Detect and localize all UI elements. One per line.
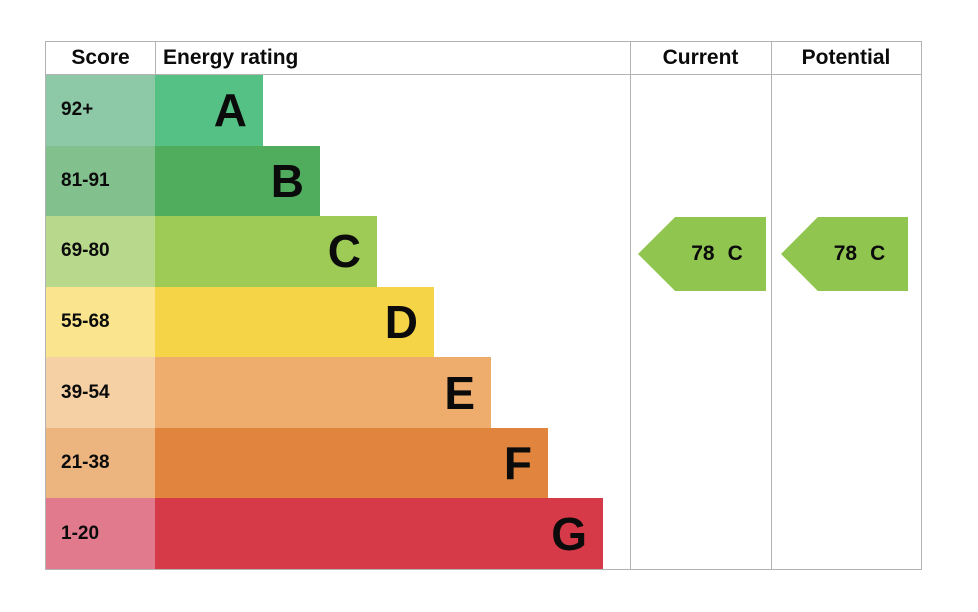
rating-bands: 92+ A 81-91 B 69-80 C 55-68 D 39-54 — [46, 75, 630, 570]
band-score-cell: 21-38 — [46, 427, 155, 499]
band-score-cell: 92+ — [46, 75, 155, 146]
band-letter: E — [444, 366, 475, 419]
band-score-range: 21-38 — [61, 452, 110, 474]
current-rating-value: 78 — [691, 242, 715, 265]
band-row: 21-38 F — [46, 427, 630, 499]
band-bar: B — [155, 145, 320, 217]
band-row: 81-91 B — [46, 145, 630, 217]
table-header: Score Energy rating Current Potential — [46, 42, 921, 75]
band-score-range: 1-20 — [61, 522, 100, 544]
band-score-cell: 39-54 — [46, 357, 155, 428]
current-rating-arrow: 78 C — [638, 217, 766, 291]
potential-column-divider — [771, 42, 772, 569]
band-row: 1-20 G — [46, 498, 630, 570]
band-letter: D — [384, 296, 418, 349]
band-letter: C — [327, 225, 361, 278]
band-bar: E — [155, 357, 491, 428]
band-score-range: 39-54 — [61, 381, 110, 403]
band-bar: F — [155, 427, 548, 499]
band-letter: A — [213, 84, 247, 137]
band-letter: B — [270, 154, 304, 207]
band-row: 39-54 E — [46, 357, 630, 428]
band-row: 55-68 D — [46, 286, 630, 358]
energy-rating-column-header: Energy rating — [163, 46, 299, 69]
current-rating-letter: C — [727, 242, 743, 265]
band-letter: G — [551, 507, 587, 560]
current-column-header: Current — [662, 46, 739, 69]
band-bar: D — [155, 286, 434, 358]
current-column-divider — [630, 42, 631, 569]
epc-table: Score Energy rating Current Potential 92… — [45, 41, 922, 570]
band-bar: G — [155, 498, 603, 570]
potential-rating-letter: C — [870, 242, 886, 265]
potential-rating-arrow: 78 C — [781, 217, 908, 291]
band-score-range: 81-91 — [61, 169, 110, 191]
band-row: 69-80 C — [46, 216, 630, 287]
band-score-cell: 81-91 — [46, 145, 155, 217]
score-column-header: Score — [71, 46, 130, 69]
band-letter: F — [503, 437, 532, 490]
band-score-range: 55-68 — [61, 311, 110, 333]
band-bar: A — [155, 75, 263, 146]
band-score-range: 69-80 — [61, 240, 110, 262]
potential-rating-value: 78 — [833, 242, 858, 265]
band-score-cell: 69-80 — [46, 216, 155, 287]
band-score-cell: 1-20 — [46, 498, 155, 570]
potential-column-header: Potential — [801, 46, 891, 69]
band-score-range: 92+ — [61, 99, 94, 121]
band-score-cell: 55-68 — [46, 286, 155, 358]
band-row: 92+ A — [46, 75, 630, 146]
band-bar: C — [155, 216, 377, 287]
score-column-divider — [155, 42, 156, 74]
